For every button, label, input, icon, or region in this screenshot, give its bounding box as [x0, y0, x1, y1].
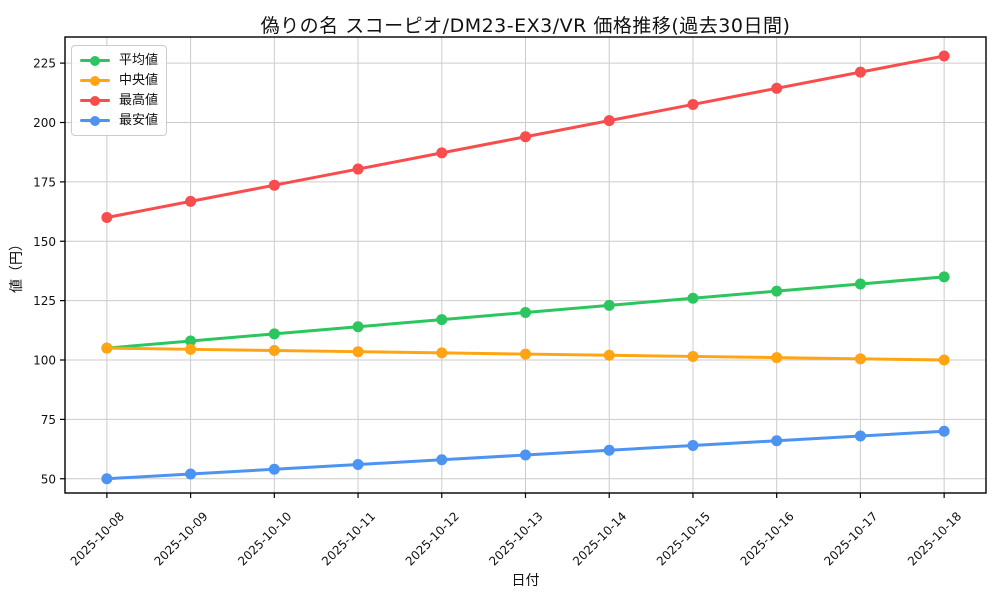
data-point-median: [854, 353, 866, 365]
data-point-highest: [854, 66, 866, 78]
data-point-highest: [520, 131, 531, 143]
y-tick-label: 225: [33, 57, 56, 71]
data-point-median: [185, 343, 197, 355]
data-point-lowest: [603, 444, 615, 456]
chart-title: 偽りの名 スコーピオ/DM23-EX3/VR 価格推移(過去30日間): [260, 15, 791, 37]
legend-item-lowest: 最安値: [80, 113, 158, 128]
data-point-median: [938, 354, 950, 366]
data-point-highest: [185, 195, 197, 207]
x-tick-label: 2025-10-17: [821, 509, 880, 568]
data-point-lowest: [352, 459, 364, 470]
y-tick-label: 175: [33, 175, 56, 189]
y-tick-label: 75: [41, 413, 56, 427]
x-tick-label: 2025-10-08: [68, 509, 127, 568]
data-point-median: [268, 345, 280, 356]
data-point-highest: [436, 147, 448, 159]
data-point-lowest: [185, 468, 197, 480]
data-point-lowest: [268, 463, 280, 475]
y-tick-label: 200: [33, 116, 56, 130]
data-point-lowest: [938, 425, 950, 437]
data-point-highest: [101, 212, 113, 223]
legend-label-average: 平均値: [119, 53, 159, 68]
x-tick-label: 2025-10-15: [654, 509, 713, 568]
legend-label-median: 中央値: [119, 73, 159, 88]
legend-item-highest: 最高値: [80, 93, 158, 108]
data-point-average: [687, 292, 699, 304]
data-point-lowest: [436, 454, 448, 466]
data-point-lowest: [101, 473, 113, 485]
legend-label-highest: 最高値: [119, 93, 159, 108]
x-tick-label: 2025-10-11: [319, 509, 378, 568]
data-point-average: [771, 285, 783, 297]
data-point-average: [520, 307, 531, 318]
data-point-lowest: [687, 440, 699, 451]
data-point-average: [938, 271, 950, 283]
data-point-highest: [603, 115, 615, 127]
data-point-median: [352, 346, 364, 358]
x-tick-label: 2025-10-13: [486, 509, 545, 568]
data-point-lowest: [854, 430, 866, 442]
data-point-median: [603, 349, 615, 361]
legend-marker-dot: [90, 95, 100, 106]
legend: 平均値中央値最高値最安値: [71, 45, 167, 136]
data-point-highest: [771, 82, 783, 94]
data-point-average: [436, 314, 448, 326]
legend-label-lowest: 最安値: [119, 113, 159, 128]
legend-line-marker-median: [80, 75, 110, 86]
legend-marker-dot: [90, 75, 100, 86]
y-tick-label: 125: [33, 294, 56, 308]
legend-line-marker-average: [80, 55, 110, 66]
x-tick-label: 2025-10-12: [403, 509, 462, 568]
y-tick-label: 50: [41, 472, 56, 486]
data-point-lowest: [520, 449, 531, 461]
y-axis-label: 値（円）: [9, 237, 25, 293]
data-point-average: [854, 278, 866, 290]
x-tick-label: 2025-10-09: [151, 509, 210, 568]
data-point-highest: [687, 98, 699, 110]
data-point-highest: [268, 179, 280, 191]
y-tick-label: 150: [33, 235, 56, 249]
data-point-average: [603, 299, 615, 311]
x-axis-label: 日付: [511, 573, 540, 589]
data-point-median: [771, 352, 783, 364]
y-tick-label: 100: [33, 354, 56, 368]
data-point-average: [268, 328, 280, 340]
legend-marker-dot: [90, 115, 100, 126]
x-tick-label: 2025-10-10: [235, 509, 294, 568]
data-point-median: [436, 347, 448, 359]
x-tick-label: 2025-10-14: [570, 509, 629, 568]
x-tick-label: 2025-10-18: [905, 509, 964, 568]
data-point-highest: [938, 50, 950, 62]
legend-item-average: 平均値: [80, 53, 158, 68]
data-point-average: [185, 335, 197, 347]
legend-line-marker-highest: [80, 95, 110, 106]
data-point-lowest: [771, 435, 783, 447]
data-point-highest: [352, 163, 364, 175]
legend-item-median: 中央値: [80, 73, 158, 88]
legend-marker-dot: [90, 55, 100, 66]
data-point-median: [520, 348, 531, 360]
legend-line-marker-lowest: [80, 115, 110, 126]
data-point-median: [687, 350, 699, 362]
data-point-average: [352, 321, 364, 333]
data-point-median: [101, 342, 113, 354]
x-tick-label: 2025-10-16: [738, 509, 797, 568]
